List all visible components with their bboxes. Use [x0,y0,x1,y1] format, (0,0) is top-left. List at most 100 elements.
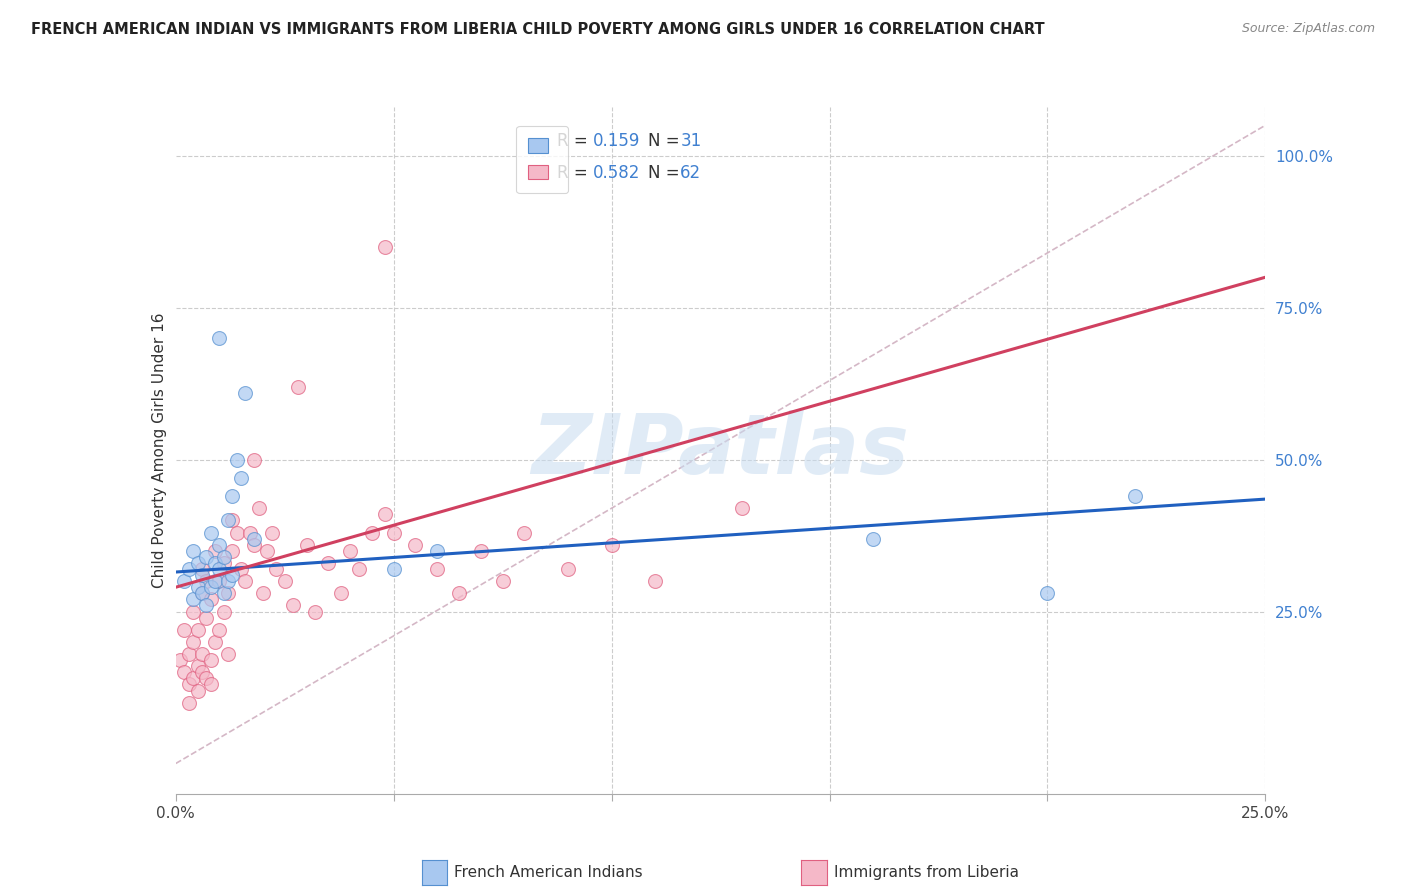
Point [231,562,253,576]
Text: 0.159: 0.159 [593,132,641,151]
Point [374,240,396,254]
Point [186,580,209,594]
Point [274,574,297,589]
Point [862,532,884,546]
Point [221,568,243,582]
Point [287,379,309,393]
Text: ZIPatlas: ZIPatlas [531,410,910,491]
Point [200,653,222,667]
Point [243,452,266,467]
Point [208,562,231,576]
Text: N =: N = [648,164,685,182]
Point [212,556,235,570]
Point [513,525,536,540]
Point [181,543,204,558]
Point [212,605,235,619]
Point [492,574,515,589]
Point [247,501,270,516]
Point [173,665,195,680]
Point [600,538,623,552]
Point [204,574,226,589]
Point [252,586,274,600]
Point [360,525,382,540]
Point [374,508,396,522]
Point [217,647,239,661]
Point [347,562,370,576]
Point [186,683,209,698]
Point [235,574,257,589]
Point [195,549,218,564]
Point [260,525,283,540]
Point [1036,586,1059,600]
Point [225,525,247,540]
Point [557,562,579,576]
Text: 62: 62 [681,164,702,182]
Text: R =: R = [557,164,593,182]
Point [200,592,222,607]
Point [177,647,200,661]
Text: French American Indians: French American Indians [454,865,643,880]
Point [243,532,266,546]
Point [204,543,226,558]
Point [426,543,449,558]
Point [644,574,666,589]
Point [382,562,405,576]
Text: 0.582: 0.582 [593,164,641,182]
Point [330,586,353,600]
Point [217,513,239,527]
Point [221,489,243,503]
Point [181,605,204,619]
Point [256,543,278,558]
Point [204,635,226,649]
Point [181,635,204,649]
Y-axis label: Child Poverty Among Girls Under 16: Child Poverty Among Girls Under 16 [152,313,167,588]
Text: FRENCH AMERICAN INDIAN VS IMMIGRANTS FROM LIBERIA CHILD POVERTY AMONG GIRLS UNDE: FRENCH AMERICAN INDIAN VS IMMIGRANTS FRO… [31,22,1045,37]
Point [1123,489,1146,503]
Point [181,672,204,686]
Point [173,574,195,589]
Point [173,623,195,637]
Point [169,653,191,667]
Point [243,538,266,552]
Point [208,574,231,589]
Text: R =: R = [557,132,593,151]
Point [200,580,222,594]
Point [339,543,361,558]
Point [191,647,214,661]
Point [195,672,218,686]
Point [304,605,326,619]
Point [217,574,239,589]
Point [204,556,226,570]
Point [177,562,200,576]
Point [186,556,209,570]
Point [426,562,449,576]
Point [470,543,492,558]
Point [191,568,214,582]
Point [447,586,470,600]
Point [212,586,235,600]
Point [221,513,243,527]
Point [225,452,247,467]
Point [208,623,231,637]
Point [195,574,218,589]
Legend: , : , [516,126,568,194]
Point [195,599,218,613]
Point [208,331,231,345]
Point [200,525,222,540]
Point [191,665,214,680]
Point [217,586,239,600]
Point [239,525,262,540]
Point [283,599,305,613]
Point [200,677,222,691]
Point [318,556,340,570]
Text: N =: N = [648,132,685,151]
Point [235,385,257,400]
Point [382,525,405,540]
Point [191,586,214,600]
Point [177,696,200,710]
Point [212,549,235,564]
Text: Immigrants from Liberia: Immigrants from Liberia [834,865,1019,880]
Point [231,471,253,485]
Text: 31: 31 [681,132,702,151]
Point [405,538,427,552]
